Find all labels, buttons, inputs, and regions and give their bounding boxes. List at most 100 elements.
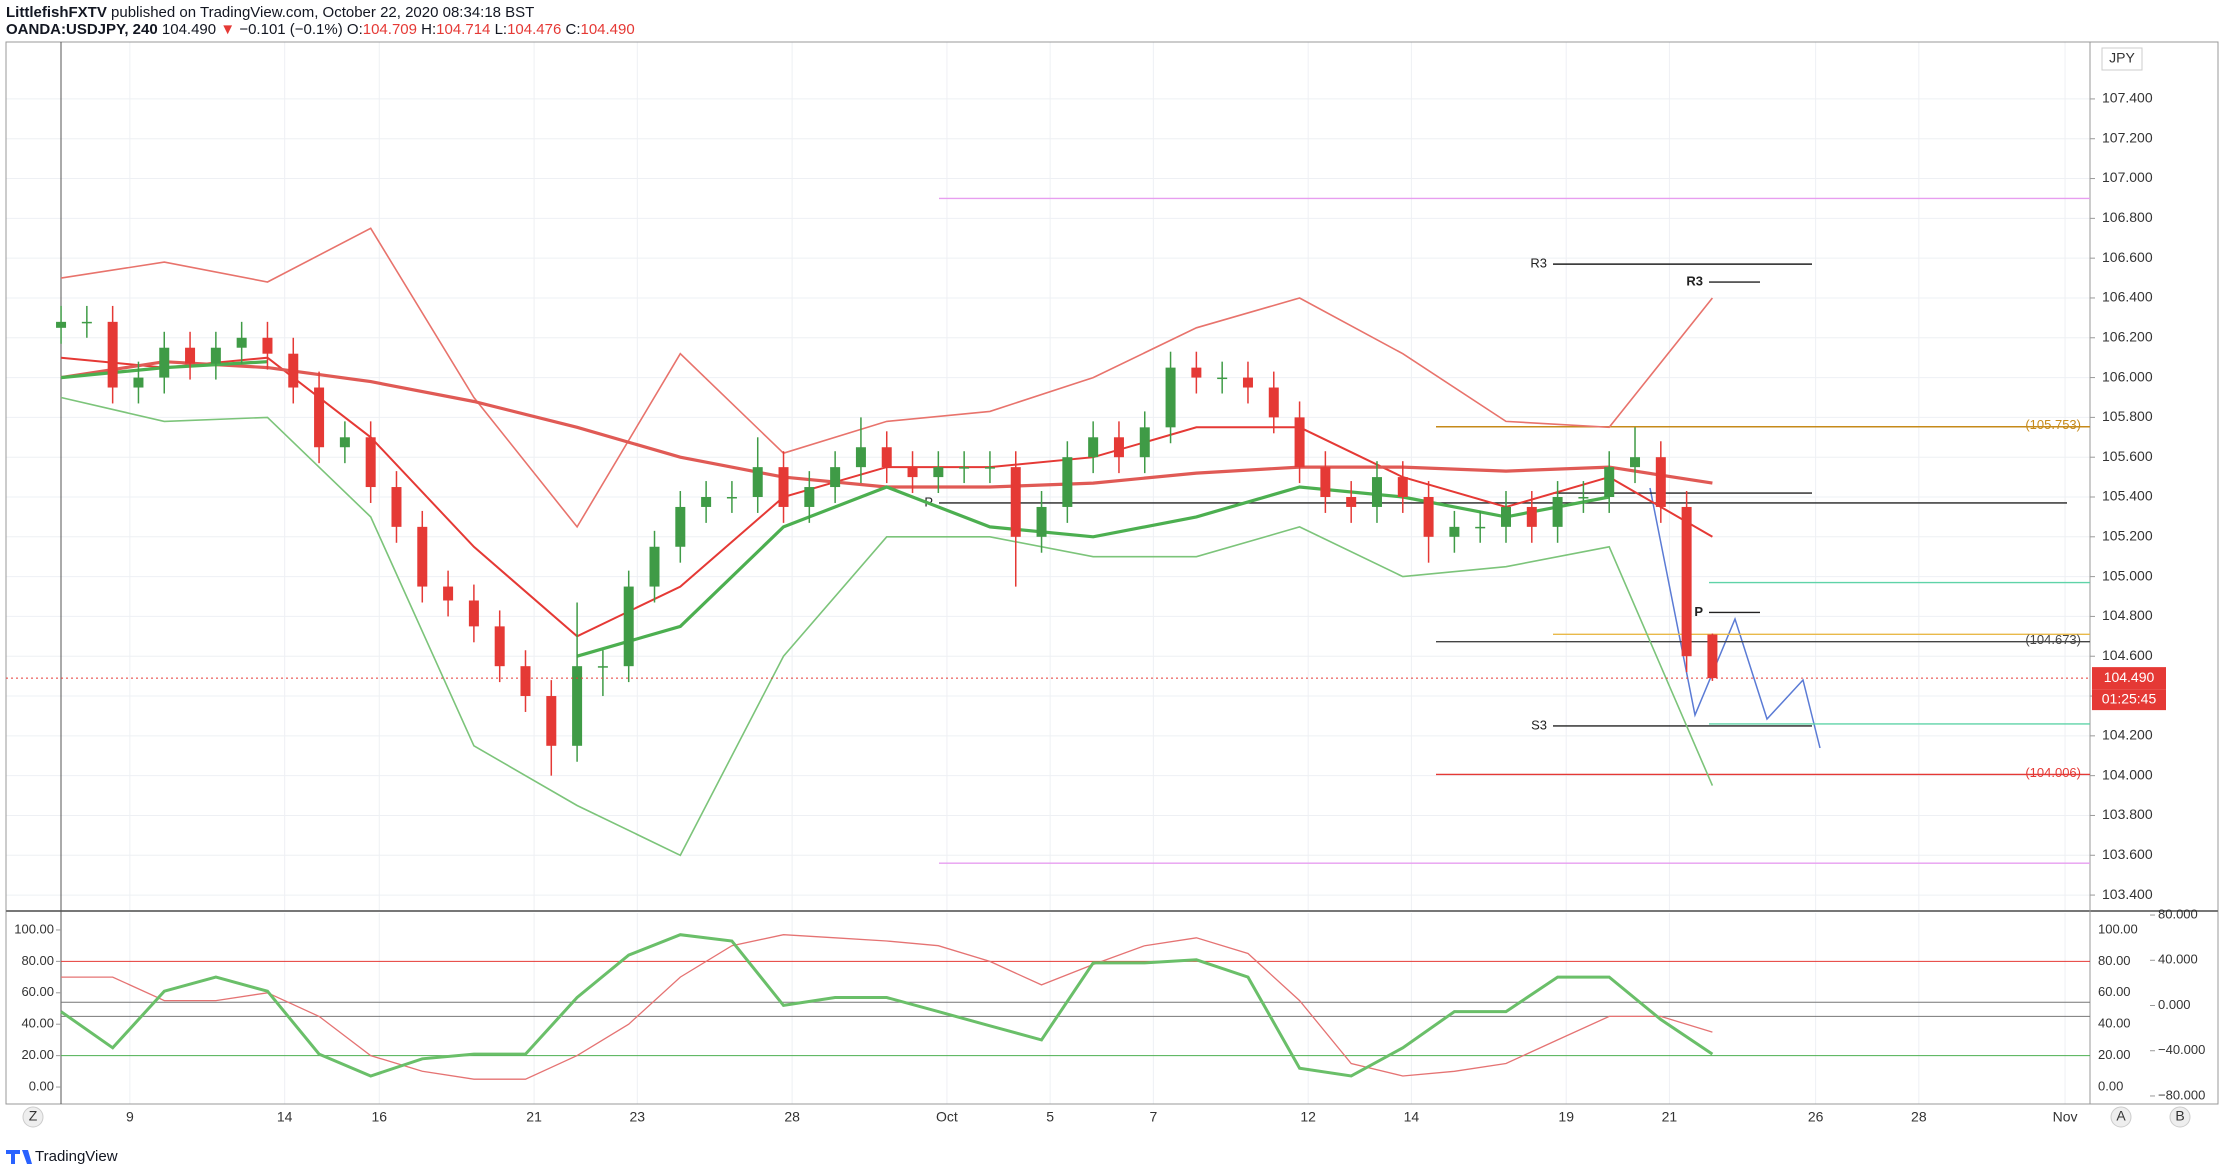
candle-body [1423, 496, 1434, 537]
y-tick-label: 103.800 [2102, 806, 2153, 822]
button[interactable] [2110, 1106, 2132, 1128]
candle-body [314, 387, 325, 448]
candle-body [391, 487, 402, 527]
y-tick-label: 60.00 [21, 984, 54, 999]
button-label[interactable]: B [2175, 1108, 2184, 1124]
candle-body [236, 337, 247, 348]
button-label[interactable]: Z [29, 1108, 38, 1124]
candle-body [494, 626, 505, 667]
candle-body [1320, 467, 1331, 497]
y-tick-label: 100.00 [14, 921, 54, 936]
candle-body [133, 377, 144, 388]
button-label[interactable]: A [2116, 1108, 2126, 1124]
candle-body [288, 353, 299, 388]
y2-tick-label: −80.000 [2158, 1087, 2205, 1102]
candle-body [339, 437, 350, 448]
published: published on TradingView.com, October 22… [111, 4, 534, 21]
button[interactable] [22, 1106, 44, 1128]
button[interactable] [2169, 1106, 2191, 1128]
y-tick-label: 104.600 [2102, 647, 2153, 663]
candle-body [1010, 467, 1021, 537]
ohlc-value: 104.476 [507, 21, 561, 38]
candle-body [1088, 437, 1099, 458]
symbol: OANDA:USDJPY, 240 [6, 21, 158, 38]
y-tick-label: 105.400 [2102, 488, 2153, 504]
ohlc-value: 104.490 [580, 21, 634, 38]
level-label: S3 [1531, 717, 1547, 732]
candle-body [1630, 457, 1641, 468]
change: −0.101 (−0.1%) [239, 21, 342, 38]
y-tick-label: 103.400 [2102, 886, 2153, 902]
candle-body [1191, 367, 1202, 378]
ohlc-key: C: [565, 21, 580, 38]
candle-body [959, 467, 970, 469]
level-label: (104.673) [2025, 632, 2081, 647]
candle-body [726, 496, 737, 499]
y-tick-label: 80.00 [2098, 953, 2131, 968]
candle-body [1475, 526, 1486, 529]
candle-body [56, 321, 67, 328]
candle-body [1268, 387, 1279, 418]
x-tick-label: 7 [1149, 1109, 1157, 1125]
oscillator-line [61, 934, 1713, 1080]
y-tick-label: 107.400 [2102, 90, 2153, 106]
y-tick-label: 20.00 [2098, 1047, 2131, 1062]
candle-body [468, 600, 479, 627]
y-tick-label: 107.000 [2102, 169, 2153, 185]
candle-body [365, 437, 376, 488]
brand: TradingView [35, 1148, 118, 1165]
y2-tick-label: 40.000 [2158, 952, 2198, 967]
x-tick-label: Nov [2053, 1109, 2078, 1125]
candle-body [804, 487, 815, 507]
candle-body [210, 347, 221, 364]
ohlc-key: O: [347, 21, 363, 38]
y-tick-label: 105.000 [2102, 567, 2153, 583]
y-tick-label: 40.00 [21, 1016, 54, 1031]
level-label: R3 [1686, 273, 1703, 288]
candle-body [1371, 477, 1382, 507]
indicator-line [60, 227, 1714, 529]
x-tick-label: 9 [126, 1109, 134, 1125]
x-tick-label: 28 [784, 1109, 800, 1125]
y-tick-label: 107.200 [2102, 129, 2153, 145]
y-tick-label: 0.00 [29, 1078, 54, 1093]
candle-body [1242, 377, 1253, 388]
symbol-line: OANDA:USDJPY, 240 104.490 ▼ −0.101 (−0.1… [6, 21, 635, 38]
level-label: R3 [1530, 256, 1547, 271]
candle-body [1397, 477, 1408, 497]
y-tick-label: 105.200 [2102, 528, 2153, 544]
candle-body [159, 347, 170, 378]
candle-body [855, 447, 866, 468]
y-tick-label: 105.800 [2102, 408, 2153, 424]
candle-body [1707, 634, 1718, 679]
x-tick-label: 21 [526, 1109, 542, 1125]
candle-body [443, 586, 454, 601]
candle-body [597, 666, 608, 668]
countdown: 01:25:45 [2102, 690, 2157, 706]
y-tick-label: 104.200 [2102, 727, 2153, 743]
candle-body [1346, 496, 1357, 507]
y-tick-label: 104.000 [2102, 766, 2153, 782]
candle-body [701, 496, 712, 507]
y-tick-label: 106.600 [2102, 249, 2153, 265]
y-tick-label: 106.200 [2102, 328, 2153, 344]
y-tick-label: 104.800 [2102, 607, 2153, 623]
projection-drawing [1649, 487, 1821, 749]
y-tick-label: 60.00 [2098, 984, 2131, 999]
y-tick-label: 106.400 [2102, 289, 2153, 305]
indicator-line [60, 396, 1714, 857]
arrow: ▼ [220, 21, 235, 38]
candle-body [649, 546, 660, 587]
candle-body [185, 347, 196, 364]
candle-body [1217, 377, 1228, 380]
candle-body [1578, 496, 1589, 499]
last: 104.490 [162, 21, 216, 38]
candle-body [1294, 417, 1305, 468]
candle-body [1500, 506, 1511, 527]
level-label: P [1694, 604, 1703, 619]
x-tick-label: 16 [371, 1109, 387, 1125]
x-tick-label: 12 [1300, 1109, 1316, 1125]
currency: JPY [2109, 50, 2135, 66]
y2-tick-label: −40.000 [2158, 1042, 2205, 1057]
candle-body [1165, 367, 1176, 428]
